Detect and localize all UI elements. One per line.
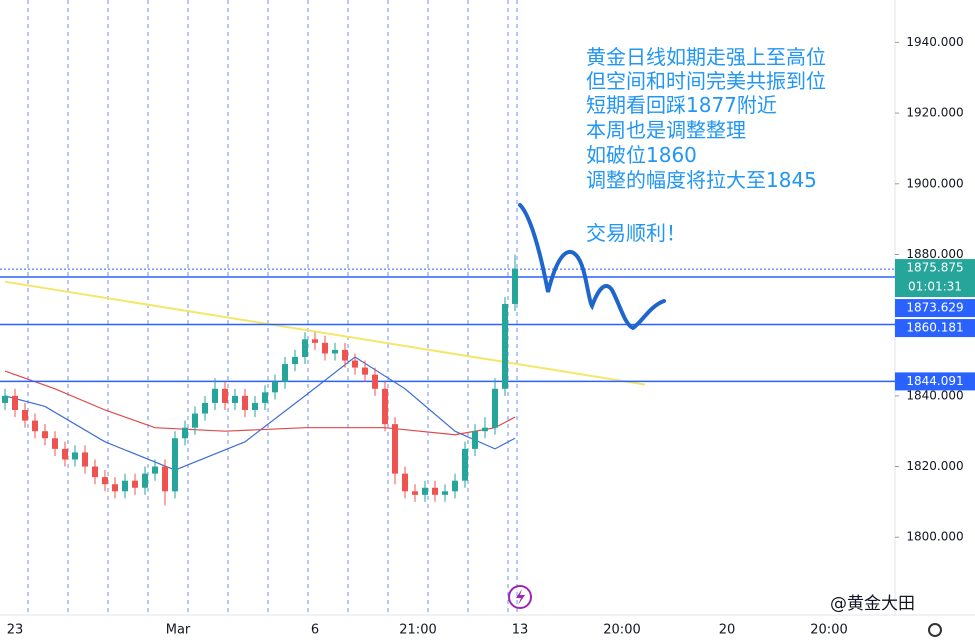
candle-body (62, 448, 68, 460)
candle-body (282, 364, 288, 382)
candle-body (72, 452, 78, 460)
trendline (4, 280, 646, 386)
candle-body (422, 487, 428, 495)
annotation-line: 交易顺利！ (586, 221, 686, 245)
candle-body (332, 349, 338, 354)
x-label: 20:00 (603, 623, 640, 638)
candle-body (492, 388, 498, 428)
candle-body (202, 402, 208, 414)
candle-body (382, 388, 388, 425)
candle-body (232, 395, 238, 403)
candle-body (112, 484, 118, 492)
price-label: 1860.181 (906, 321, 963, 335)
candle-body (372, 374, 378, 389)
candle-body (122, 480, 128, 492)
event-bolt (516, 589, 525, 605)
hand-drawn-projection (518, 203, 666, 331)
candle-body (82, 452, 88, 467)
price-label-box (895, 372, 975, 391)
candle-body (192, 413, 198, 428)
candle-body (102, 477, 108, 485)
annotation-line: 如破位1860 (586, 143, 697, 167)
annotation-line: 调整的幅度将拉大至1845 (586, 168, 817, 192)
candle-body (252, 402, 258, 410)
candle-body (42, 431, 48, 439)
candle-body (172, 438, 178, 492)
candle-body (322, 342, 328, 354)
price-label: 1875.875 (906, 261, 963, 275)
event-icon[interactable] (508, 585, 532, 609)
candle-body (292, 356, 298, 365)
candle-body (302, 339, 308, 357)
y-tick-label: 1920.000 (906, 106, 963, 120)
candle-body (12, 395, 18, 410)
annotation-line: 本周也是调整整理 (586, 118, 746, 142)
x-label: 20 (719, 623, 736, 638)
price-label: 1873.629 (906, 301, 963, 315)
y-tick-label: 1940.000 (906, 35, 963, 49)
candle-body (132, 480, 138, 488)
y-tick-label: 1880.000 (906, 247, 963, 261)
gear (928, 623, 942, 637)
candle-body (392, 424, 398, 474)
candle-body (442, 491, 448, 495)
candle-body (462, 448, 468, 481)
x-label: 6 (311, 623, 319, 638)
candle-body (452, 480, 458, 492)
candle-body (262, 392, 268, 403)
candle-body (272, 381, 278, 393)
x-label: 13 (512, 623, 529, 638)
candle-body (502, 303, 508, 389)
price-label-box (895, 319, 975, 338)
y-tick-label: 1820.000 (906, 459, 963, 473)
candle-body (92, 466, 98, 478)
countdown: 01:01:31 (908, 280, 962, 294)
moving-average (4, 356, 516, 471)
candle-body (152, 466, 158, 474)
candle-body (472, 431, 478, 449)
candle-body (362, 367, 368, 375)
candle-body (142, 473, 148, 488)
event-circle (508, 585, 532, 609)
candle-body (402, 473, 408, 492)
settings-icon[interactable] (928, 623, 942, 637)
x-label: 21:00 (399, 623, 436, 638)
x-label: 20:00 (810, 623, 847, 638)
y-tick-label: 1840.000 (906, 388, 963, 402)
price-label: 1844.091 (906, 374, 963, 388)
candle-body (2, 395, 8, 403)
candle-body (182, 427, 188, 439)
candle-body (482, 427, 488, 432)
candle-body (222, 388, 228, 403)
candle-body (432, 487, 438, 495)
x-label: 23 (7, 623, 24, 638)
y-tick-label: 1900.000 (906, 176, 963, 190)
candle-body (212, 388, 218, 403)
candle-body (342, 349, 348, 361)
annotation-line: 黄金日线如期走强上至高位 (586, 45, 826, 69)
price-label-box (895, 299, 975, 318)
candle-body (512, 268, 518, 304)
x-label: Mar (166, 623, 191, 638)
candle-body (22, 410, 28, 421)
candle-body (312, 339, 318, 343)
candle-body (412, 491, 418, 495)
price-label-box (895, 259, 975, 298)
annotation-line: 短期看回踩1877附近 (586, 93, 777, 117)
candle-body (32, 420, 38, 432)
watermark: @黄金大田 (830, 594, 915, 614)
annotation-line: 但空间和时间完美共振到位 (586, 69, 826, 93)
candle-body (352, 360, 358, 368)
candle-body (162, 466, 168, 492)
y-tick-label: 1800.000 (906, 530, 963, 544)
candle-body (52, 438, 58, 449)
candle-body (242, 395, 248, 410)
